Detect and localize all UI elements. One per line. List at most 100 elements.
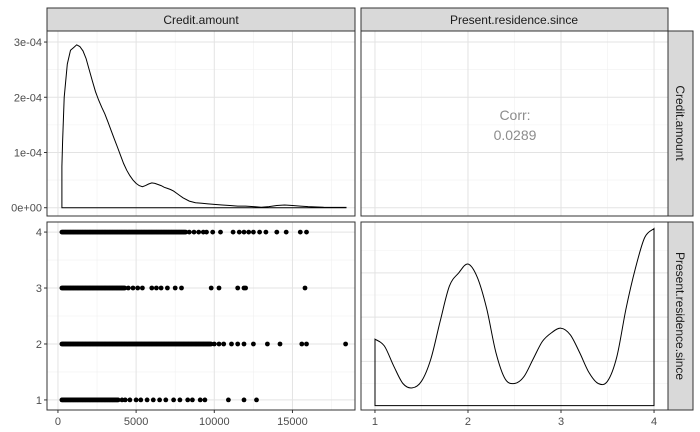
scatter-point bbox=[235, 341, 241, 347]
scatter-point bbox=[257, 229, 262, 235]
scatter-point bbox=[191, 229, 197, 235]
scatter-point bbox=[236, 229, 242, 235]
scatter-point bbox=[140, 285, 145, 291]
x-tick-label: 2 bbox=[465, 416, 471, 428]
y-tick-label: 0e+00 bbox=[11, 203, 42, 215]
panel-border bbox=[360, 221, 669, 411]
scatter-point bbox=[241, 229, 247, 235]
scatter-point bbox=[251, 341, 256, 347]
scatter-point bbox=[177, 397, 183, 403]
row-strip-label: Credit.amount bbox=[673, 85, 687, 161]
x-tick-label: 0 bbox=[55, 416, 61, 428]
scatter-point bbox=[196, 229, 202, 235]
scatter-point bbox=[235, 285, 241, 291]
row-strip-label: Present.residence.since bbox=[673, 252, 687, 380]
column-strip-present-residence: Present.residence.since bbox=[360, 7, 669, 32]
scatter-point bbox=[216, 341, 222, 347]
panel-credit-amount-density bbox=[46, 30, 356, 217]
scatter-point bbox=[229, 341, 234, 347]
scatter-point bbox=[251, 229, 256, 235]
scatter-point bbox=[125, 285, 131, 291]
scatter-point bbox=[150, 397, 156, 403]
scatter-point bbox=[197, 397, 203, 403]
scatter-point bbox=[172, 285, 178, 291]
y-axis-density: 0e+00 1e-04 2e-04 3e-04 bbox=[11, 37, 47, 215]
scatter-point bbox=[211, 341, 217, 347]
scatter-point bbox=[221, 341, 227, 347]
scatter-point bbox=[165, 285, 170, 291]
panel-border bbox=[46, 30, 356, 217]
scatter-point bbox=[204, 229, 209, 235]
scatter-point bbox=[157, 397, 163, 403]
scatter-point bbox=[130, 285, 136, 291]
scatter-point bbox=[122, 285, 128, 291]
row-strip-credit-amount: Credit.amount bbox=[667, 30, 694, 217]
scatter-point bbox=[210, 229, 216, 235]
panel-correlation: Corr: 0.0289 bbox=[360, 30, 669, 217]
scatter-point bbox=[179, 285, 184, 291]
column-strip-label: Present.residence.since bbox=[450, 13, 578, 27]
scatter-point bbox=[241, 397, 247, 403]
scatter-point bbox=[304, 341, 309, 347]
scatter-point bbox=[226, 397, 231, 403]
x-tick-label: 1 bbox=[372, 416, 378, 428]
y-axis-residence: 1 2 3 4 bbox=[36, 227, 47, 407]
x-axis-residence: 1 2 3 4 bbox=[372, 410, 657, 428]
scatter-point bbox=[138, 397, 144, 403]
scatter-point bbox=[208, 341, 214, 347]
density-curve-credit-amount bbox=[61, 44, 347, 209]
correlation-value: 0.0289 bbox=[494, 127, 537, 143]
scatter-point bbox=[149, 285, 155, 291]
scatter-point bbox=[208, 285, 214, 291]
scatter-point bbox=[171, 397, 177, 403]
x-axis-credit-amount: 0 5000 10000 15000 bbox=[55, 410, 308, 428]
x-tick-label: 4 bbox=[651, 416, 657, 428]
x-tick-label: 5000 bbox=[124, 416, 148, 428]
scatter-point bbox=[127, 397, 133, 403]
x-tick-label: 15000 bbox=[277, 416, 308, 428]
scatter-point bbox=[230, 229, 236, 235]
scatter-point bbox=[202, 397, 208, 403]
y-tick-label: 1e-04 bbox=[14, 147, 42, 159]
y-tick-label: 2 bbox=[36, 339, 42, 351]
panel-border bbox=[360, 30, 669, 217]
x-tick-label: 3 bbox=[558, 416, 564, 428]
scatter-point bbox=[133, 397, 139, 403]
panel-residence-density bbox=[360, 221, 669, 411]
scatter-point bbox=[190, 397, 195, 403]
y-tick-label: 3e-04 bbox=[14, 37, 42, 49]
correlation-label: Corr: bbox=[499, 107, 530, 123]
y-tick-label: 1 bbox=[36, 395, 42, 407]
column-strip-credit-amount: Credit.amount bbox=[46, 7, 356, 32]
scatter-point bbox=[299, 341, 305, 347]
scatter-point bbox=[218, 229, 223, 235]
scatter-point bbox=[302, 285, 308, 291]
scatter-point bbox=[135, 285, 141, 291]
panel-border bbox=[46, 221, 356, 411]
scatter-point bbox=[183, 229, 189, 235]
x-tick-label: 10000 bbox=[199, 416, 230, 428]
density-curve-residence bbox=[374, 227, 655, 407]
scatter-point bbox=[343, 341, 348, 347]
scatter-point bbox=[115, 397, 121, 403]
scatter-point bbox=[185, 397, 191, 403]
column-strip-label: Credit.amount bbox=[163, 13, 239, 27]
scatter-point bbox=[122, 397, 128, 403]
scatter-point bbox=[263, 229, 269, 235]
row-strip-present-residence: Present.residence.since bbox=[667, 221, 694, 411]
scatter-point bbox=[186, 229, 192, 235]
scatter-point bbox=[283, 229, 289, 235]
scatter-point bbox=[274, 229, 280, 235]
scatter-point bbox=[158, 285, 164, 291]
scatter-point bbox=[246, 229, 252, 235]
scatter-point bbox=[243, 285, 249, 291]
scatter-point bbox=[254, 397, 259, 403]
scatter-point bbox=[265, 341, 270, 347]
y-tick-label: 3 bbox=[36, 283, 42, 295]
y-tick-label: 4 bbox=[36, 227, 42, 239]
scatter-point bbox=[144, 397, 150, 403]
scatter-point bbox=[304, 229, 309, 235]
panel-scatter bbox=[46, 221, 356, 411]
scatter-point bbox=[154, 285, 159, 291]
scatter-point bbox=[216, 285, 222, 291]
